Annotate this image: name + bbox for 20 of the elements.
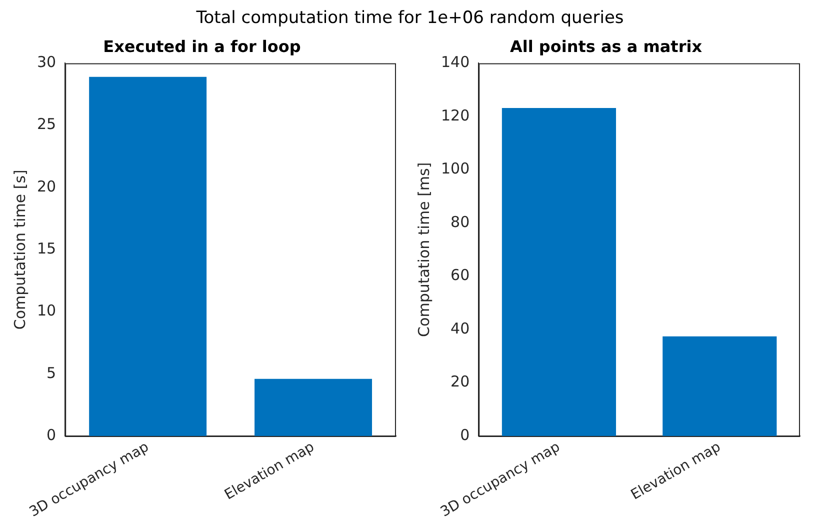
y-tick-label: 15 — [36, 240, 56, 258]
y-axis-title: Computation time [s] — [10, 170, 29, 330]
y-tick-label: 10 — [36, 302, 56, 320]
y-tick-label: 80 — [450, 212, 470, 231]
y-tick-label: 20 — [450, 372, 470, 391]
y-axis-title: Computation time [ms] — [414, 162, 433, 337]
y-tick-label: 100 — [440, 160, 470, 178]
y-tick-label: 40 — [450, 319, 470, 338]
y-tick-label: 140 — [440, 53, 470, 72]
y-tick-label: 25 — [36, 115, 56, 134]
y-tick-label: 0 — [46, 426, 56, 444]
y-tick-label: 60 — [450, 266, 470, 284]
chart-title: Executed in a for loop — [103, 36, 301, 56]
y-tick-label: 120 — [440, 106, 470, 124]
y-tick-label: 30 — [36, 53, 56, 72]
y-tick-label: 20 — [36, 177, 56, 196]
text: Total computation time for 1e+06 random queries — [196, 8, 624, 28]
y-tick-label: 5 — [46, 364, 56, 382]
chart-title: All points as a matrix — [510, 36, 703, 56]
y-tick-label: 0 — [460, 426, 470, 444]
